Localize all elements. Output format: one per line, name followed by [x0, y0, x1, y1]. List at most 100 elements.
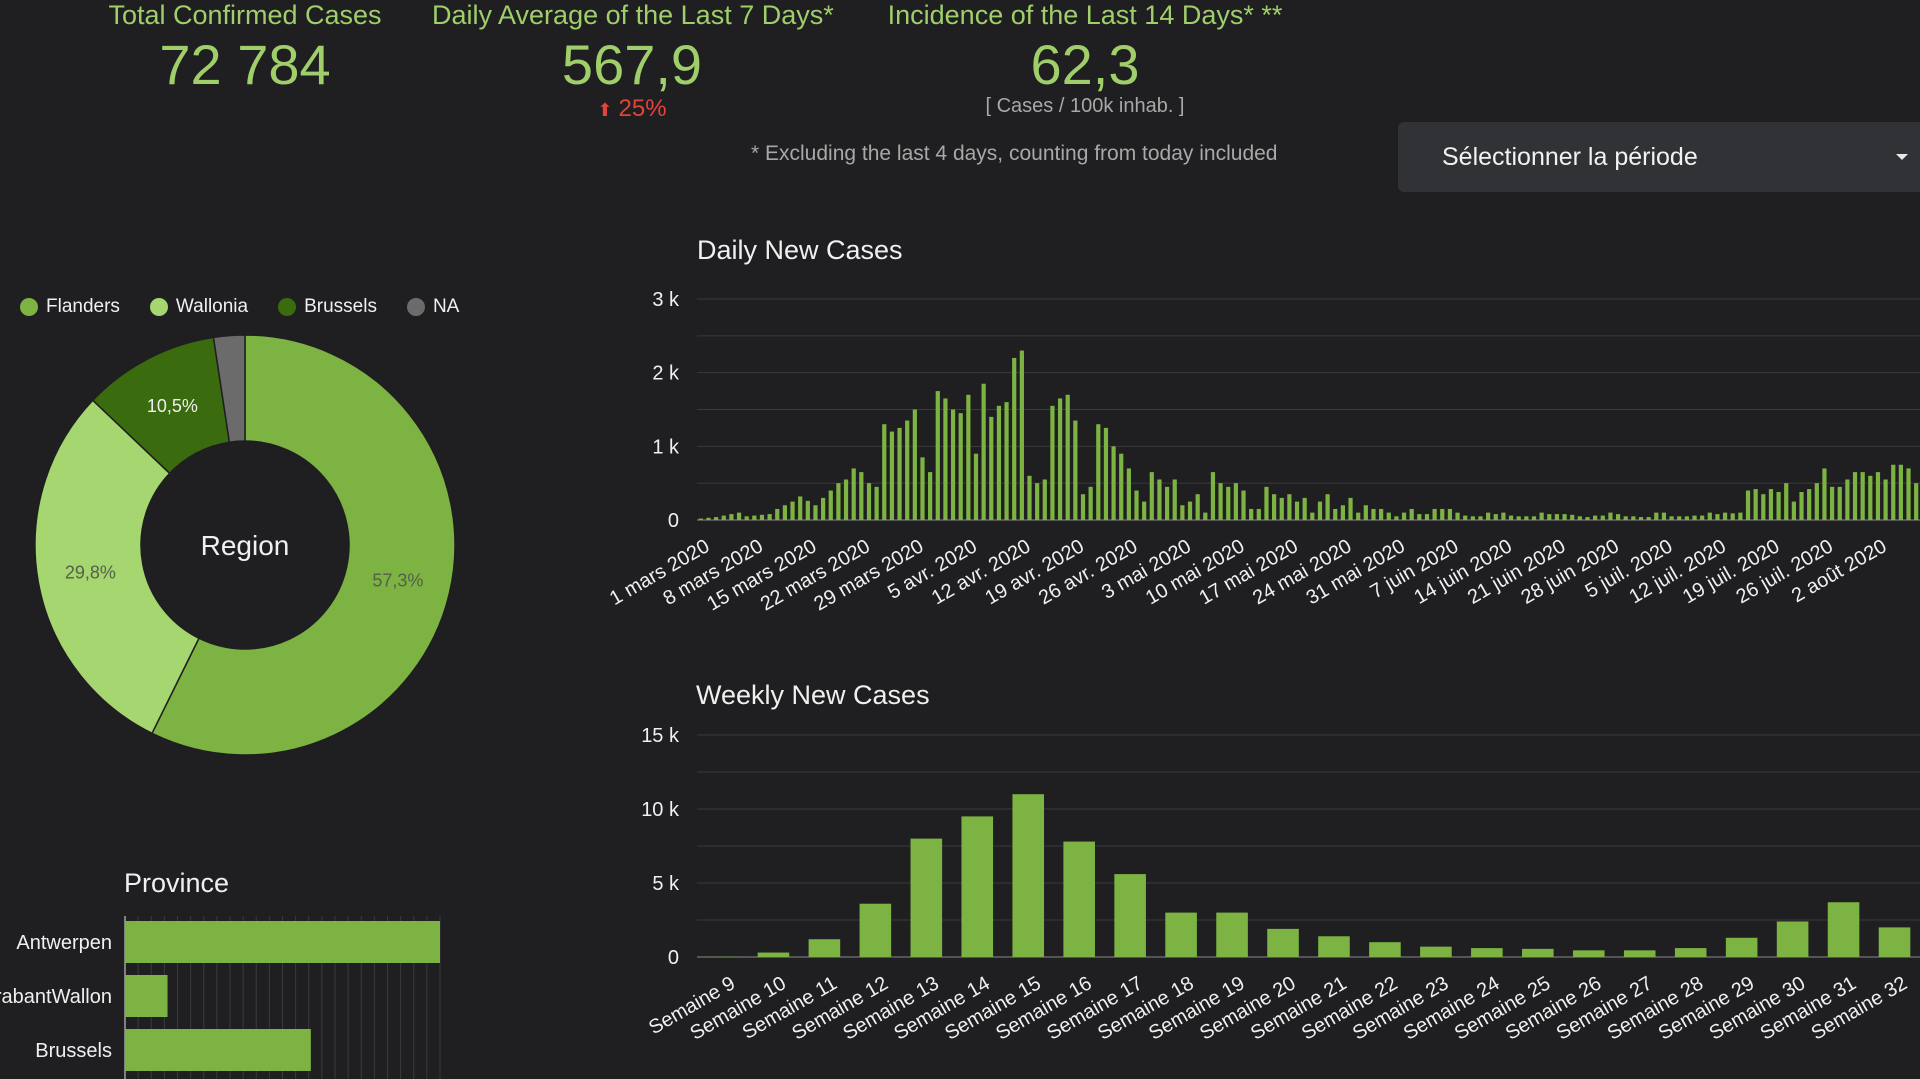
- province-bar[interactable]: [125, 1029, 311, 1071]
- bar[interactable]: [1725, 937, 1758, 957]
- bar[interactable]: [1516, 516, 1521, 520]
- bar[interactable]: [882, 424, 887, 520]
- bar[interactable]: [961, 816, 994, 957]
- bar[interactable]: [1646, 517, 1651, 520]
- bar[interactable]: [1914, 483, 1919, 520]
- bar[interactable]: [1463, 515, 1468, 520]
- bar[interactable]: [1256, 508, 1261, 520]
- bar[interactable]: [905, 420, 910, 520]
- bar[interactable]: [1891, 464, 1896, 520]
- province-bar[interactable]: [125, 975, 168, 1017]
- bar[interactable]: [1063, 841, 1095, 957]
- bar[interactable]: [928, 472, 933, 520]
- bar[interactable]: [1631, 516, 1636, 520]
- donut-slice-wallonia[interactable]: [34, 399, 200, 735]
- bar[interactable]: [1080, 494, 1086, 520]
- bar[interactable]: [1745, 490, 1751, 520]
- legend-item-wallonia[interactable]: Wallonia: [149, 296, 248, 318]
- bar[interactable]: [1486, 512, 1491, 520]
- bar[interactable]: [1279, 497, 1284, 520]
- bar[interactable]: [859, 472, 864, 520]
- bar[interactable]: [1753, 489, 1758, 520]
- bar[interactable]: [1180, 505, 1185, 520]
- bar[interactable]: [1661, 512, 1667, 520]
- bar[interactable]: [1088, 486, 1093, 520]
- bar[interactable]: [1554, 514, 1560, 520]
- bar[interactable]: [1715, 514, 1720, 520]
- bar[interactable]: [1799, 492, 1804, 520]
- bar[interactable]: [1501, 512, 1506, 520]
- bar[interactable]: [1272, 494, 1277, 520]
- bar[interactable]: [1684, 516, 1689, 520]
- bar[interactable]: [1340, 505, 1345, 520]
- bar[interactable]: [1386, 512, 1391, 520]
- bar[interactable]: [1852, 472, 1858, 520]
- bar[interactable]: [1379, 508, 1384, 520]
- bar[interactable]: [920, 457, 925, 520]
- bar[interactable]: [1318, 936, 1350, 957]
- bar[interactable]: [1776, 492, 1781, 520]
- bar[interactable]: [1593, 515, 1598, 520]
- bar[interactable]: [759, 514, 765, 520]
- bar[interactable]: [1417, 514, 1422, 520]
- bar[interactable]: [1470, 516, 1475, 520]
- bar[interactable]: [1420, 946, 1452, 957]
- bar[interactable]: [1325, 494, 1330, 520]
- period-select[interactable]: Sélectionner la période: [1398, 122, 1920, 192]
- bar[interactable]: [1103, 427, 1109, 520]
- bar[interactable]: [1600, 515, 1605, 520]
- bar[interactable]: [1119, 453, 1124, 520]
- bar[interactable]: [1042, 479, 1047, 520]
- bar[interactable]: [808, 939, 841, 957]
- bar[interactable]: [1019, 350, 1024, 520]
- province-bar[interactable]: [125, 921, 440, 963]
- bar[interactable]: [1829, 486, 1835, 520]
- bar[interactable]: [1096, 424, 1101, 520]
- bar[interactable]: [1065, 394, 1070, 520]
- bar[interactable]: [1822, 468, 1827, 520]
- bar[interactable]: [744, 516, 749, 520]
- legend-item-brussels[interactable]: Brussels: [278, 296, 377, 318]
- bar[interactable]: [1577, 516, 1582, 520]
- bar[interactable]: [1845, 479, 1850, 520]
- bar[interactable]: [1057, 398, 1063, 520]
- bar[interactable]: [910, 838, 943, 957]
- bar[interactable]: [1432, 508, 1437, 520]
- bar[interactable]: [1860, 472, 1865, 520]
- bar[interactable]: [1216, 912, 1248, 957]
- bar[interactable]: [859, 903, 892, 957]
- bar[interactable]: [1369, 942, 1401, 957]
- bar[interactable]: [1707, 512, 1712, 520]
- legend-item-na[interactable]: NA: [406, 296, 459, 318]
- bar[interactable]: [1883, 479, 1888, 520]
- bar[interactable]: [1114, 874, 1146, 957]
- bar[interactable]: [1348, 497, 1353, 520]
- bar[interactable]: [1401, 512, 1407, 520]
- bar[interactable]: [1004, 402, 1009, 520]
- bar[interactable]: [1126, 468, 1131, 520]
- bar[interactable]: [1294, 501, 1300, 520]
- bar[interactable]: [1906, 468, 1911, 520]
- bar[interactable]: [989, 416, 994, 520]
- bar[interactable]: [1157, 479, 1162, 520]
- bar[interactable]: [1875, 472, 1881, 520]
- bar[interactable]: [1522, 948, 1554, 957]
- bar[interactable]: [798, 496, 803, 520]
- bar[interactable]: [1654, 512, 1659, 520]
- bar[interactable]: [1623, 516, 1628, 520]
- donut-slice-flanders[interactable]: [151, 334, 456, 756]
- bar[interactable]: [1531, 516, 1537, 520]
- bar[interactable]: [1447, 508, 1453, 520]
- bar[interactable]: [1674, 948, 1707, 957]
- bar[interactable]: [1317, 501, 1323, 520]
- bar[interactable]: [1409, 508, 1414, 520]
- bar[interactable]: [1164, 486, 1170, 520]
- bar[interactable]: [1073, 420, 1078, 520]
- bar[interactable]: [1837, 486, 1842, 520]
- bar[interactable]: [821, 497, 826, 520]
- bar[interactable]: [1142, 501, 1147, 520]
- bar[interactable]: [1195, 494, 1200, 520]
- bar[interactable]: [973, 453, 979, 520]
- bar[interactable]: [790, 501, 795, 520]
- bar[interactable]: [1608, 512, 1613, 520]
